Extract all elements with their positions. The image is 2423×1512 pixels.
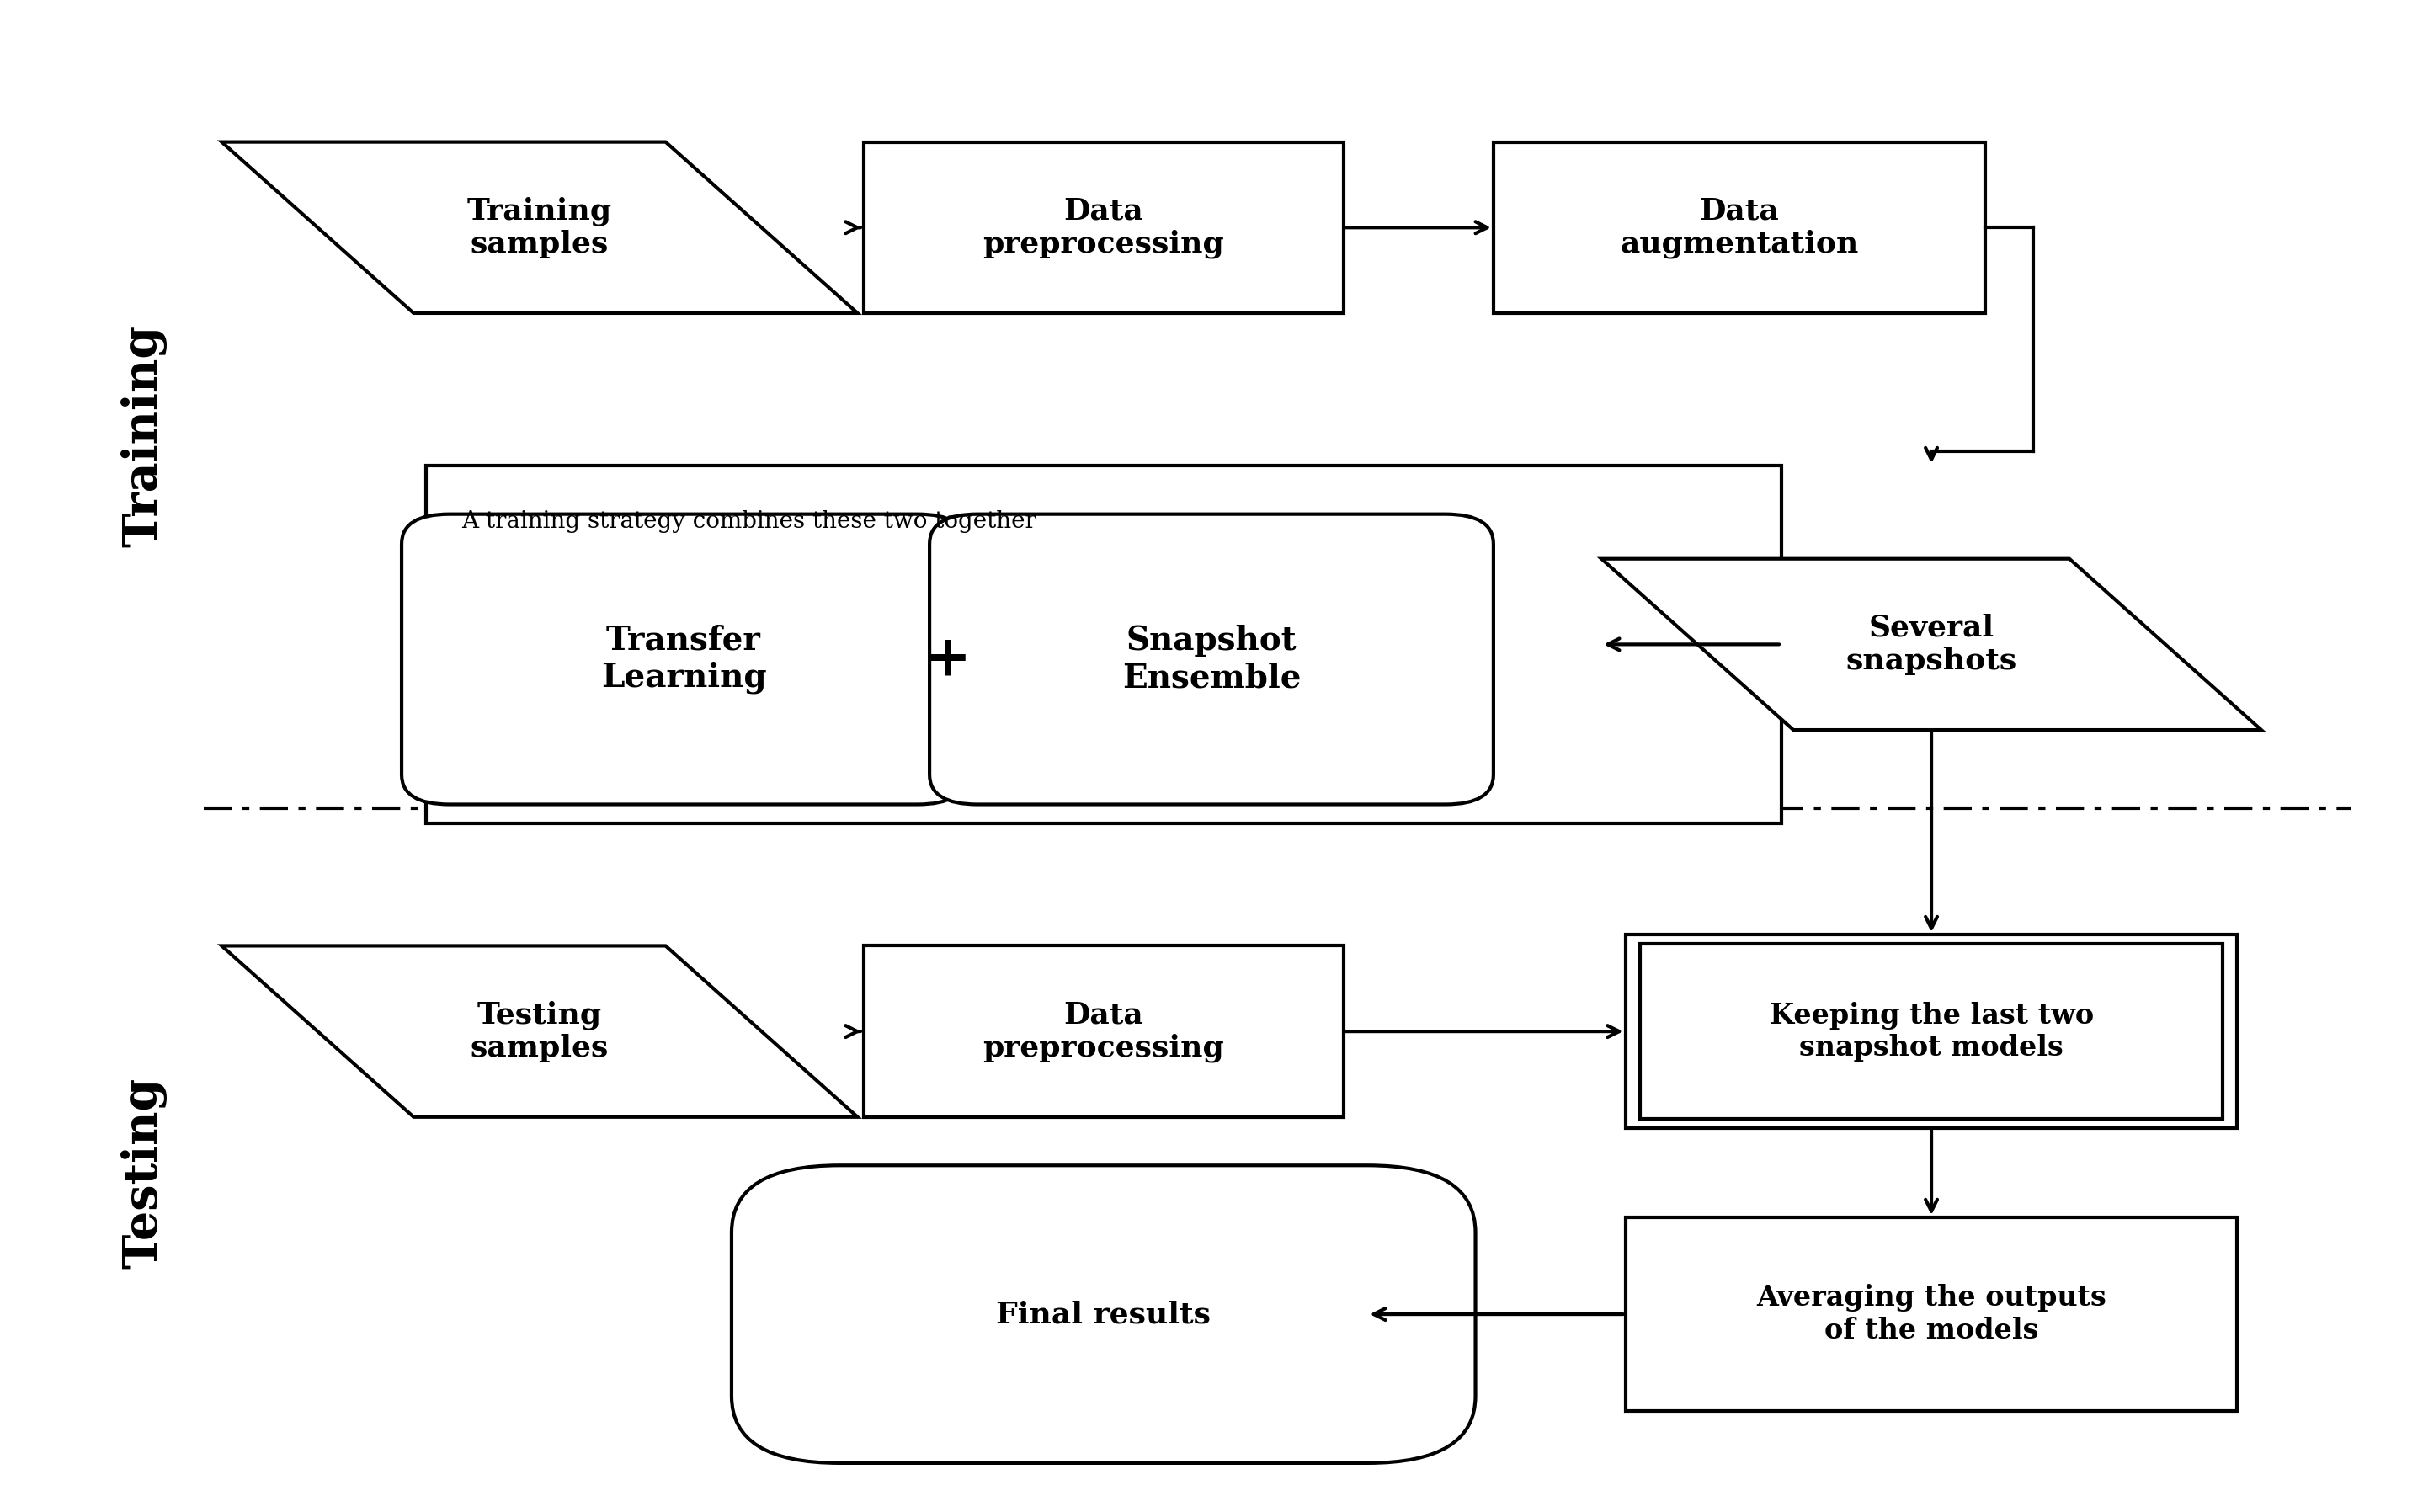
Text: Keeping the last two
snapshot models: Keeping the last two snapshot models [1769, 1001, 2093, 1061]
Text: Data
augmentation: Data augmentation [1621, 197, 1858, 259]
Text: Several
snapshots: Several snapshots [1846, 614, 2016, 676]
Text: A training strategy combines these two together: A training strategy combines these two t… [463, 511, 1037, 534]
Text: Final results: Final results [996, 1300, 1212, 1329]
Text: +: + [923, 632, 972, 686]
Text: Averaging the outputs
of the models: Averaging the outputs of the models [1757, 1284, 2106, 1344]
Polygon shape [220, 947, 858, 1117]
Text: Training: Training [121, 325, 167, 547]
FancyBboxPatch shape [426, 466, 1781, 823]
Text: Snapshot
Ensemble: Snapshot Ensemble [1122, 624, 1301, 694]
FancyBboxPatch shape [863, 947, 1342, 1117]
Text: Transfer
Learning: Transfer Learning [601, 624, 766, 694]
Text: Training
samples: Training samples [468, 197, 613, 259]
FancyBboxPatch shape [732, 1166, 1476, 1464]
FancyBboxPatch shape [1626, 934, 2236, 1128]
FancyBboxPatch shape [1626, 1217, 2236, 1411]
FancyBboxPatch shape [1493, 142, 1984, 313]
FancyBboxPatch shape [402, 514, 964, 804]
Text: Data
preprocessing: Data preprocessing [984, 1001, 1224, 1063]
FancyBboxPatch shape [930, 514, 1493, 804]
Text: Testing
samples: Testing samples [470, 1001, 608, 1063]
FancyBboxPatch shape [863, 142, 1342, 313]
Polygon shape [1602, 559, 2261, 730]
Polygon shape [220, 142, 858, 313]
Text: Testing: Testing [121, 1077, 167, 1269]
Text: Data
preprocessing: Data preprocessing [984, 197, 1224, 259]
